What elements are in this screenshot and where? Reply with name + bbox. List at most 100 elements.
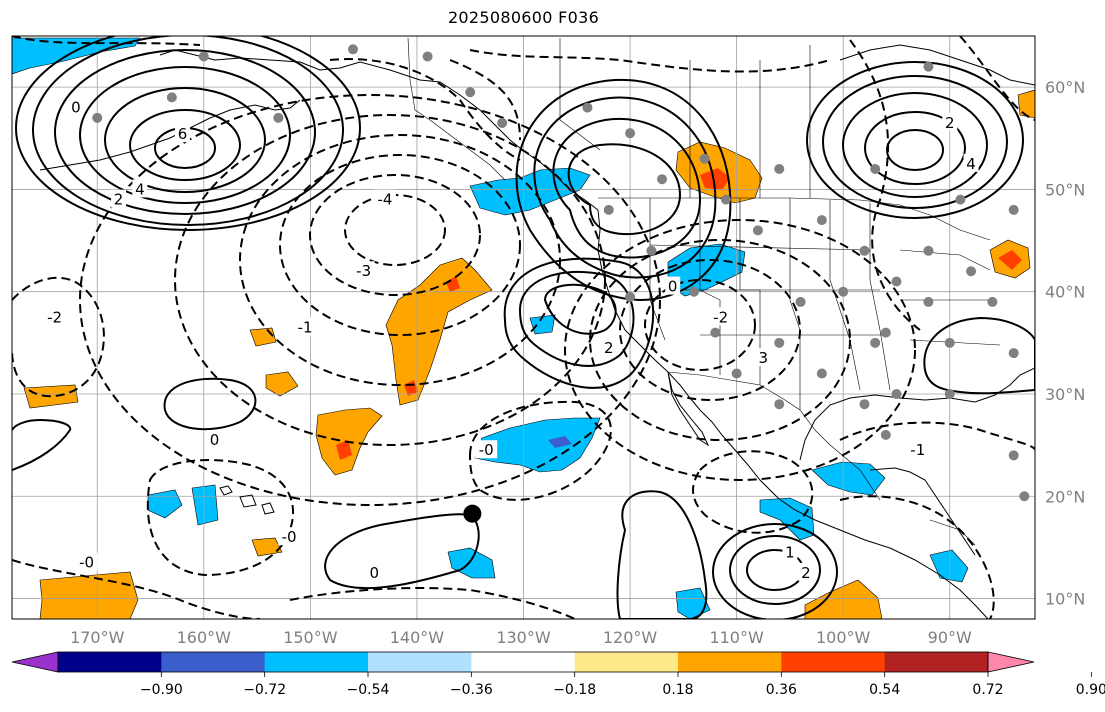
- coastline-baja: [667, 371, 710, 447]
- contour-label: 1: [785, 544, 795, 562]
- lon-tick-label: 170°W: [70, 628, 125, 647]
- coastline-hudson: [839, 44, 1035, 86]
- shade-orange-small-b: [265, 371, 299, 397]
- station-marker: [166, 92, 177, 103]
- shade-red-rockies: [700, 168, 730, 190]
- station-marker: [816, 215, 827, 226]
- contour-label-bg: [352, 261, 375, 280]
- contour-high-west-3: [104, 87, 266, 193]
- station-marker: [720, 194, 731, 205]
- contour-label: -0: [479, 441, 494, 459]
- contour-label: -0: [79, 554, 94, 572]
- station-marker: [859, 399, 870, 410]
- contour-neg-dateline: [12, 276, 105, 398]
- shade-orange-small-c: [23, 384, 79, 409]
- contour-label-bg: [75, 552, 98, 571]
- station-marker: [710, 327, 721, 338]
- contour-label-bg: [755, 348, 771, 367]
- contour-high-ca-2: [518, 270, 635, 367]
- colorbar-tick-label: 0.54: [869, 682, 900, 698]
- contour-neg-mex-a: [692, 450, 814, 534]
- station-marker: [582, 102, 593, 113]
- station-marker: [795, 296, 806, 307]
- colorbar-tick-label: −0.72: [243, 682, 286, 698]
- contour-low-pacific-5: [174, 114, 606, 446]
- colorbar-segment: [781, 652, 886, 672]
- station-marker: [752, 225, 763, 236]
- station-marker: [657, 174, 668, 185]
- contour-label: -2: [713, 308, 728, 326]
- colorbar-segment: [884, 652, 989, 672]
- border-state-e: [829, 200, 861, 391]
- contour-label: 2: [114, 191, 124, 209]
- contour-high-bc-4: [515, 78, 732, 302]
- contour-label-bg: [111, 189, 127, 208]
- station-marker: [774, 337, 785, 348]
- contour-zero-mex: [616, 490, 708, 619]
- contour-label: -0: [282, 528, 297, 546]
- colorbar-tick-label: −0.54: [347, 682, 390, 698]
- contour-label-bg: [782, 542, 798, 561]
- station-marker: [273, 112, 284, 123]
- contour-label: -2: [47, 308, 62, 326]
- station-marker: [625, 291, 636, 302]
- station-marker: [838, 286, 849, 297]
- border-state-g: [649, 244, 871, 251]
- map-title: 2025080600 F036: [447, 8, 600, 27]
- colorbar-tick-label: −0.36: [450, 682, 493, 698]
- station-marker: [646, 245, 657, 256]
- contour-label-bg: [942, 112, 958, 131]
- contour-label-bg: [665, 276, 681, 295]
- colorbar-tick-label: −0.18: [553, 682, 596, 698]
- contour-label-bg: [68, 97, 84, 116]
- lon-tick-label: 130°W: [496, 628, 551, 647]
- contour-label: 0: [668, 278, 678, 296]
- contour-low-pacific-4: [239, 134, 561, 386]
- lon-tick-label: 100°W: [816, 628, 871, 647]
- shaded-field-layer: [12, 37, 1035, 619]
- station-layer: [92, 44, 1051, 502]
- border-state-d: [789, 198, 801, 410]
- contour-label: 2: [801, 564, 811, 582]
- colorbar-tick-label: 0.18: [662, 682, 693, 698]
- contour-low-west-4: [564, 219, 916, 481]
- colorbar-segment: [58, 652, 162, 672]
- contour-low-west-3: [589, 239, 851, 441]
- shade-orange-pacific-a: [385, 257, 493, 406]
- station-marker: [348, 44, 358, 55]
- contour-high-bc-1: [567, 143, 682, 236]
- contour-low-pacific-3: [279, 154, 521, 336]
- coastline-gulf: [799, 367, 1035, 461]
- coastline-hawaii-a: [219, 485, 233, 496]
- contour-neg-south-a: [12, 559, 261, 619]
- station-marker: [944, 337, 955, 348]
- station-marker: [1019, 491, 1030, 502]
- contour-high-south-2: [729, 535, 821, 605]
- contour-label-bg: [175, 124, 190, 143]
- lat-tick-label: 30°N: [1045, 385, 1085, 404]
- shade-orange-small-d: [251, 537, 283, 557]
- contour-label-bg: [132, 179, 148, 198]
- station-marker: [923, 296, 934, 307]
- colorbar-segment: [161, 652, 266, 672]
- contour-label-bg: [709, 307, 732, 326]
- station-marker: [880, 327, 891, 338]
- colorbar-segment: [264, 652, 369, 672]
- station-marker: [699, 153, 710, 164]
- colorbar-tick-label: 0.36: [766, 682, 797, 698]
- coastline-hawaii-c: [261, 502, 275, 515]
- contour-neg-north-b: [329, 58, 521, 161]
- lon-tick-label: 140°W: [390, 628, 445, 647]
- contour-neg-south-b: [289, 587, 576, 619]
- station-marker: [465, 87, 476, 98]
- border-state-j: [899, 249, 991, 271]
- contour-label: 6: [178, 125, 188, 143]
- station-marker: [1041, 51, 1051, 61]
- station-marker: [603, 204, 614, 215]
- contour-high-west-4: [79, 66, 291, 204]
- station-marker: [774, 163, 785, 174]
- contour-low-pacific-2: [309, 174, 481, 296]
- contour-label: -4: [377, 191, 392, 209]
- station-marker: [774, 399, 785, 410]
